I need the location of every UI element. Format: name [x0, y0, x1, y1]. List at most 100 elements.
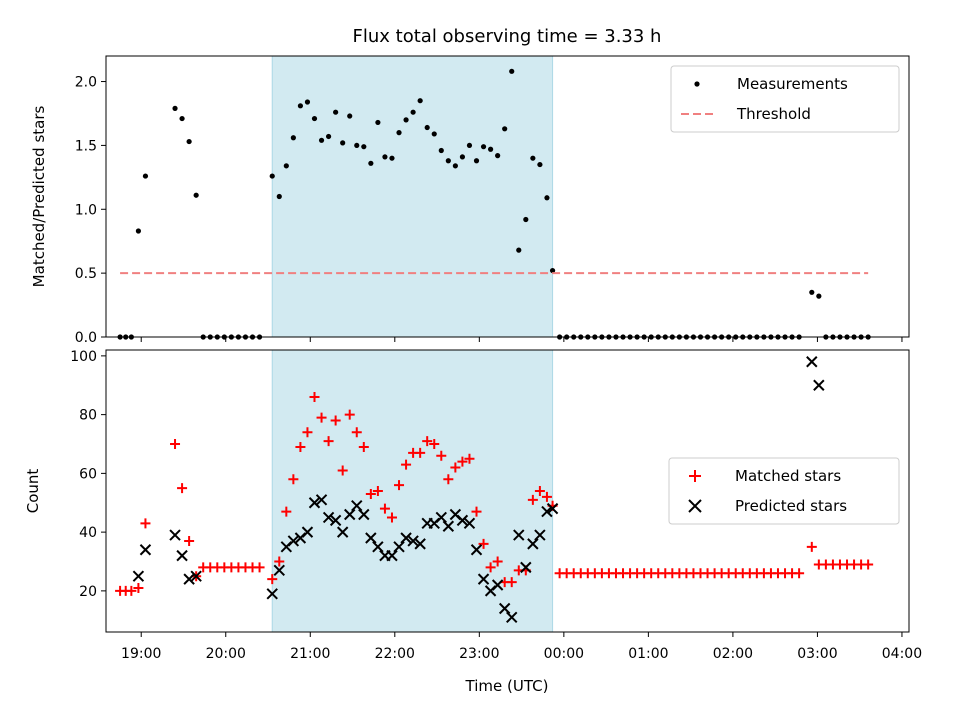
data-point — [389, 155, 395, 161]
data-point — [813, 379, 825, 391]
data-point — [365, 488, 376, 499]
data-point — [142, 173, 149, 179]
data-point — [133, 582, 144, 593]
data-point — [506, 611, 518, 624]
data-point — [806, 356, 818, 368]
data-point — [530, 155, 536, 161]
data-point — [281, 506, 292, 517]
bottom-panel: 19:00 20:00 21:00 22:00 23:00 00:00 01:00 02:00… — [24, 349, 922, 662]
data-point — [470, 544, 483, 556]
data-point — [431, 131, 437, 137]
top-panel: 0.0 0.5 1.0 1.5 2.0 Matched/Predicted stars Me… — [30, 55, 910, 346]
data-point — [304, 99, 311, 105]
data-point — [445, 158, 451, 164]
x-tick-label: 19:00 — [121, 646, 161, 662]
data-point — [491, 579, 504, 591]
data-point — [527, 538, 539, 550]
shaded-window — [271, 55, 554, 338]
data-point — [480, 144, 487, 150]
data-point — [459, 154, 466, 160]
legend-label: Matched stars — [735, 467, 841, 485]
data-point — [403, 117, 409, 123]
data-point — [267, 574, 278, 585]
data-point — [358, 441, 369, 452]
x-tick-label: 02:00 — [713, 646, 753, 662]
data-point — [297, 103, 304, 109]
data-point — [323, 436, 334, 447]
y-tick-label: 2.0 — [75, 75, 97, 91]
data-point — [495, 153, 501, 159]
y-tick-label: 1.5 — [75, 138, 97, 154]
data-point — [375, 119, 381, 126]
data-point — [382, 154, 388, 160]
data-point — [513, 529, 525, 541]
data-point — [351, 427, 362, 438]
data-point — [379, 503, 390, 514]
data-point — [290, 135, 296, 141]
data-point — [502, 126, 508, 132]
data-point — [534, 529, 546, 541]
data-point — [274, 556, 285, 567]
data-point — [295, 441, 306, 452]
data-point — [340, 140, 346, 146]
data-point — [368, 160, 374, 166]
y-tick-label: 60 — [79, 466, 97, 482]
y-axis-label: Matched/Predicted stars — [30, 106, 48, 288]
data-point — [269, 173, 275, 179]
y-tick-label: 1.0 — [75, 202, 97, 218]
data-point — [288, 474, 299, 485]
data-point — [351, 499, 363, 512]
data-point — [471, 506, 482, 517]
data-point — [330, 415, 341, 426]
data-point — [186, 138, 192, 145]
data-point — [435, 511, 447, 524]
data-point — [443, 474, 454, 485]
data-point — [325, 133, 332, 140]
x-tick-label: 23:00 — [459, 646, 499, 662]
shaded-window — [271, 349, 554, 633]
data-point — [315, 494, 328, 506]
data-point — [393, 541, 405, 553]
y-axis-label: Count — [24, 469, 42, 514]
data-point — [478, 538, 489, 549]
data-point — [372, 486, 383, 496]
data-point — [344, 508, 356, 521]
data-point — [442, 520, 455, 532]
data-point — [126, 585, 137, 596]
data-point — [396, 130, 402, 136]
data-point — [436, 450, 447, 461]
data-point — [183, 573, 195, 585]
axes-frame — [105, 349, 910, 633]
data-point — [394, 480, 405, 491]
data-point — [193, 192, 199, 198]
data-point — [276, 193, 282, 200]
data-point — [365, 532, 377, 544]
data-point — [177, 483, 188, 494]
legend-marker — [689, 470, 701, 482]
data-point — [322, 511, 335, 524]
data-point — [372, 541, 384, 553]
data-point — [407, 535, 419, 547]
data-point — [301, 526, 314, 538]
data-point — [452, 163, 458, 169]
data-point — [283, 163, 289, 169]
legend: Matched stars Predicted stars — [668, 457, 900, 525]
x-tick-label: 22:00 — [375, 646, 415, 662]
data-point — [541, 505, 553, 518]
data-point — [169, 529, 181, 541]
data-point — [537, 161, 543, 168]
data-point — [410, 109, 416, 115]
axes-frame — [105, 55, 910, 338]
legend-label: Measurements — [737, 75, 848, 93]
data-point — [318, 137, 325, 143]
data-point — [464, 453, 475, 464]
data-point — [424, 124, 430, 131]
data-point — [139, 544, 152, 556]
data-point — [516, 247, 522, 253]
data-point — [429, 439, 440, 449]
y-tick-label: 0.0 — [75, 330, 97, 346]
legend-label: Threshold — [736, 105, 811, 123]
data-point — [523, 216, 529, 223]
y-tick-label: 0.5 — [75, 266, 97, 282]
